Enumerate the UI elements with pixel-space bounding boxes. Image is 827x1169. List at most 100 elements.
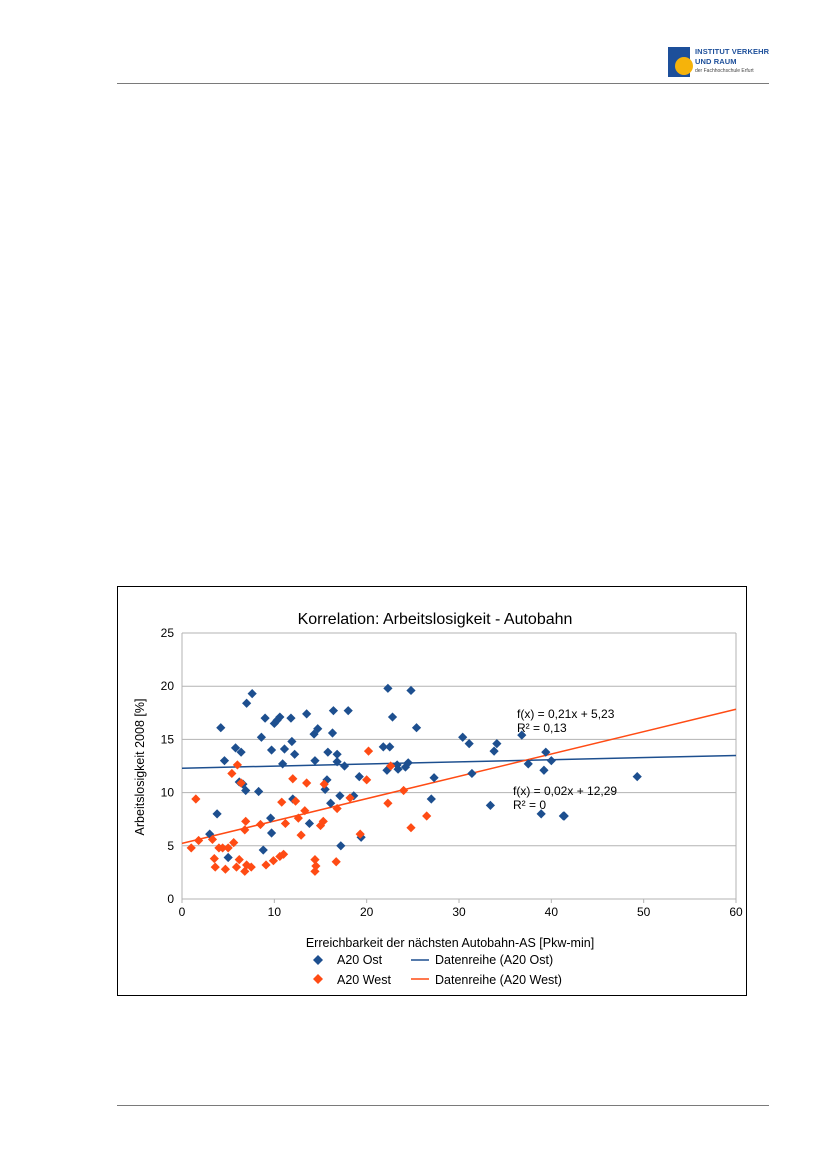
data-point-ost [247, 689, 257, 699]
tick-labels: 0 5 10 15 20 25 0 10 20 30 40 50 60 [161, 626, 743, 919]
trend-line-2 [181, 754, 737, 769]
logo-text-line2: UND RAUM [695, 57, 737, 66]
data-point-west [268, 856, 279, 866]
data-point-ost [523, 759, 533, 769]
data-point-west [246, 862, 256, 872]
data-point-west [275, 851, 285, 862]
data-point-ost [387, 712, 398, 722]
data-point-west [386, 761, 396, 771]
west-equation: f(x) = 0,21x + 5,23 [517, 707, 615, 721]
data-point-west [194, 835, 204, 846]
data-point-west [399, 785, 409, 796]
x-tick-label: 10 [268, 905, 282, 919]
legend-label-west-trend: Datenreihe (A20 West) [435, 973, 562, 987]
data-point-west [232, 760, 242, 770]
data-point-ost [383, 683, 393, 693]
logo-text-line3: der Fachhochschule Erfurt [695, 68, 754, 74]
data-point-ost [304, 818, 315, 829]
data-point-ost [426, 794, 436, 804]
data-point-west [240, 866, 250, 876]
data-point-ost [266, 745, 277, 755]
scatter-chart: 0 5 10 15 20 25 0 10 20 30 40 50 60 Korrelation: Arb… [133, 611, 743, 987]
data-point-ost [385, 742, 395, 752]
data-point-west [310, 855, 320, 865]
data-point-ost [219, 756, 230, 766]
data-point-ost [332, 757, 342, 767]
data-point-ost [278, 759, 288, 769]
data-point-ost [279, 744, 290, 754]
data-point-west [406, 823, 416, 833]
data-point-ost [256, 732, 267, 742]
data-point-ost [339, 761, 350, 771]
x-tick-label: 0 [179, 905, 186, 919]
data-point-ost [336, 841, 346, 851]
data-point-west [255, 819, 266, 830]
data-point-west [191, 794, 201, 804]
west-r2: R² = 0,13 [517, 721, 567, 735]
trend-line-3 [181, 708, 737, 845]
data-point-ost [489, 746, 499, 756]
data-point-ost [254, 786, 264, 797]
y-axis-label: Arbeitslosigkeit 2008 [%] [133, 699, 147, 836]
x-tick-label: 20 [360, 905, 374, 919]
data-point-west [210, 862, 220, 872]
data-point-ost [310, 756, 320, 766]
legend-marker-west [313, 974, 323, 984]
data-point-ost [286, 713, 296, 723]
header-divider [117, 83, 769, 84]
data-point-ost [328, 706, 339, 716]
data-point-west [302, 778, 312, 788]
chart-frame: 0 5 10 15 20 25 0 10 20 30 40 50 60 Korrelation: Arb… [117, 586, 747, 996]
x-tick-label: 50 [637, 905, 651, 919]
logo-sun-icon [675, 57, 693, 75]
ost-r2: R² = 0 [513, 798, 546, 812]
data-point-ost [406, 685, 416, 696]
data-point-west [280, 818, 291, 829]
data-point-west [231, 862, 242, 872]
data-point-ost [212, 809, 222, 819]
data-point-ost [216, 723, 226, 733]
x-tick-label: 40 [545, 905, 559, 919]
data-point-ost [258, 845, 268, 855]
data-point-ost [536, 809, 546, 819]
data-point-west [261, 860, 271, 870]
data-point-west [300, 806, 310, 816]
data-point-ost [241, 785, 251, 796]
data-point-ost [223, 852, 233, 863]
data-point-ost [485, 800, 495, 810]
ost-equation: f(x) = 0,02x + 12,29 [513, 784, 617, 798]
data-point-ost [302, 709, 312, 719]
data-point-west [236, 778, 246, 788]
data-point-ost [326, 798, 336, 808]
data-point-ost [517, 730, 527, 740]
data-point-west [227, 768, 237, 779]
data-point-ost [464, 739, 474, 749]
data-point-ost [290, 749, 300, 759]
data-point-ost [546, 756, 556, 766]
data-point-west [241, 816, 251, 826]
data-point-west [363, 746, 374, 756]
axes [181, 633, 737, 903]
chart-title: Korrelation: Arbeitslosigkeit - Autobahn [298, 611, 573, 628]
data-point-ost [411, 723, 422, 733]
data-point-west [223, 843, 233, 853]
data-point-ost [632, 772, 642, 782]
footer-divider [117, 1105, 769, 1106]
data-point-ost [458, 732, 468, 742]
data-point-ost [230, 743, 241, 753]
legend-label-west: A20 West [337, 973, 391, 987]
y-tick-label: 5 [167, 839, 174, 853]
y-tick-label: 0 [167, 892, 174, 906]
data-point-ost [288, 794, 298, 804]
data-point-ost [467, 768, 477, 779]
data-point-ost [266, 828, 277, 838]
data-point-ost [242, 698, 252, 708]
y-tick-label: 10 [161, 786, 175, 800]
data-point-ost [492, 739, 502, 749]
legend-label-ost: A20 Ost [337, 953, 383, 967]
institute-logo: INSTITUT VERKEHR UND RAUM der Fachhochsc… [668, 47, 769, 83]
data-point-west [422, 811, 432, 821]
data-point-west [296, 830, 306, 840]
x-axis-label: Erreichbarkeit der nächsten Autobahn-AS … [306, 936, 594, 950]
data-point-west [209, 853, 219, 864]
